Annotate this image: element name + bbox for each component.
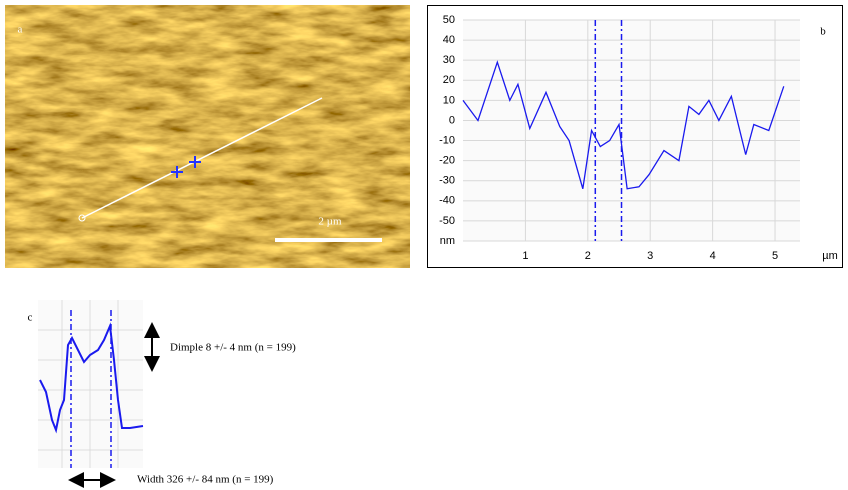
x-tick-label: 4 xyxy=(710,250,716,262)
y-tick-label: 20 xyxy=(443,74,455,86)
y-tick-label: 10 xyxy=(443,94,455,106)
x-tick-label: 1 xyxy=(522,250,528,262)
y-tick-label: -30 xyxy=(439,175,455,187)
profile-line xyxy=(462,60,785,190)
inset-grid xyxy=(38,300,143,468)
profile-start xyxy=(78,214,86,222)
x-tick-label: 3 xyxy=(647,250,653,262)
y-tick-label: 30 xyxy=(443,54,455,66)
y-tick-label: 40 xyxy=(443,34,455,46)
y-tick-label: nm xyxy=(440,235,455,247)
plot-area xyxy=(463,20,800,241)
y-tick-label: -40 xyxy=(439,195,455,207)
y-tick-label: 50 xyxy=(443,14,455,26)
scale-label: 2 µm xyxy=(318,216,342,228)
chart: 50 40 30 20 10 0 -10 -20 -30 -40 -50 nm 1 2 3 4 5 µm xyxy=(439,14,838,262)
x-tick-label: 2 xyxy=(585,250,591,262)
afm-image xyxy=(5,5,410,268)
y-tick-label: 0 xyxy=(449,114,455,126)
x-axis-label: µm xyxy=(822,250,838,262)
dimple-text: Dimple 8 +/- 4 nm (n = 199) xyxy=(170,342,296,354)
width-text: Width 326 +/- 84 nm (n = 199) xyxy=(137,474,274,486)
panel-label: b xyxy=(820,26,826,38)
profile-line xyxy=(81,97,323,219)
x-tick-label: 5 xyxy=(772,250,778,262)
inset-profile xyxy=(39,322,144,434)
panel-label: a xyxy=(18,24,23,36)
panel-label: c xyxy=(28,312,33,324)
inset-marker xyxy=(70,310,112,468)
cursor-marks xyxy=(171,156,201,178)
y-tick-label: -10 xyxy=(439,134,455,146)
y-tick-label: -20 xyxy=(439,155,455,167)
y-tick-label: -50 xyxy=(439,215,455,227)
